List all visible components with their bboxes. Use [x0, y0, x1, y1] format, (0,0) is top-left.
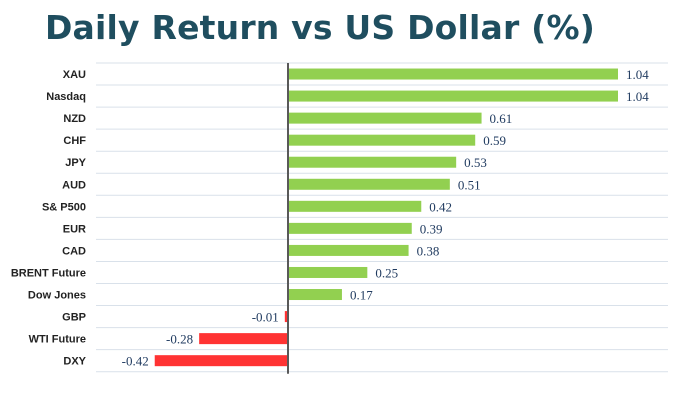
bar: [288, 200, 422, 212]
data-label: -0.28: [166, 332, 193, 347]
category-label: EUR: [63, 223, 86, 235]
category-label: AUD: [62, 179, 86, 191]
data-label: 1.04: [626, 67, 649, 82]
data-label: 0.25: [375, 265, 398, 280]
category-label: CHF: [63, 135, 86, 147]
bar: [288, 90, 618, 102]
category-label: Nasdaq: [46, 91, 86, 103]
bar: [284, 311, 288, 323]
data-label: 0.61: [490, 111, 513, 126]
bar: [199, 333, 288, 345]
category-label: WTI Future: [29, 334, 86, 346]
category-label: GBP: [62, 312, 86, 324]
data-label: 0.53: [464, 155, 487, 170]
bar: [288, 289, 342, 301]
gridlines: [96, 62, 668, 373]
category-label: DXY: [63, 356, 86, 368]
data-label: 0.51: [458, 177, 481, 192]
bar: [288, 244, 409, 256]
bar: [288, 112, 482, 124]
category-label: JPY: [65, 157, 86, 169]
bar: [288, 134, 476, 146]
labels: XAU 1.04 Nasdaq 1.04 NZD 0.61 CHF 0.59 JPY 0.53 AU…: [11, 67, 649, 369]
bar: [288, 222, 412, 234]
data-label: -0.01: [252, 310, 279, 325]
data-label: -0.42: [122, 354, 149, 369]
data-label: 0.38: [417, 243, 440, 258]
data-label: 0.59: [483, 133, 506, 148]
data-label: 0.42: [429, 199, 452, 214]
bar: [154, 355, 288, 367]
category-label: CAD: [62, 245, 86, 257]
category-label: S& P500: [42, 201, 86, 213]
data-label: 0.39: [420, 221, 443, 236]
bar: [288, 156, 457, 168]
category-label: NZD: [63, 113, 86, 125]
category-label: Dow Jones: [28, 290, 86, 302]
bars: [154, 68, 618, 367]
bar: [288, 68, 618, 80]
data-label: 1.04: [626, 89, 649, 104]
chart-title: Daily Return vs US Dollar (%): [44, 8, 596, 47]
data-label: 0.17: [350, 288, 373, 303]
bar: [288, 266, 368, 278]
bar: [288, 178, 450, 190]
category-label: BRENT Future: [11, 267, 86, 279]
category-label: XAU: [63, 69, 86, 81]
